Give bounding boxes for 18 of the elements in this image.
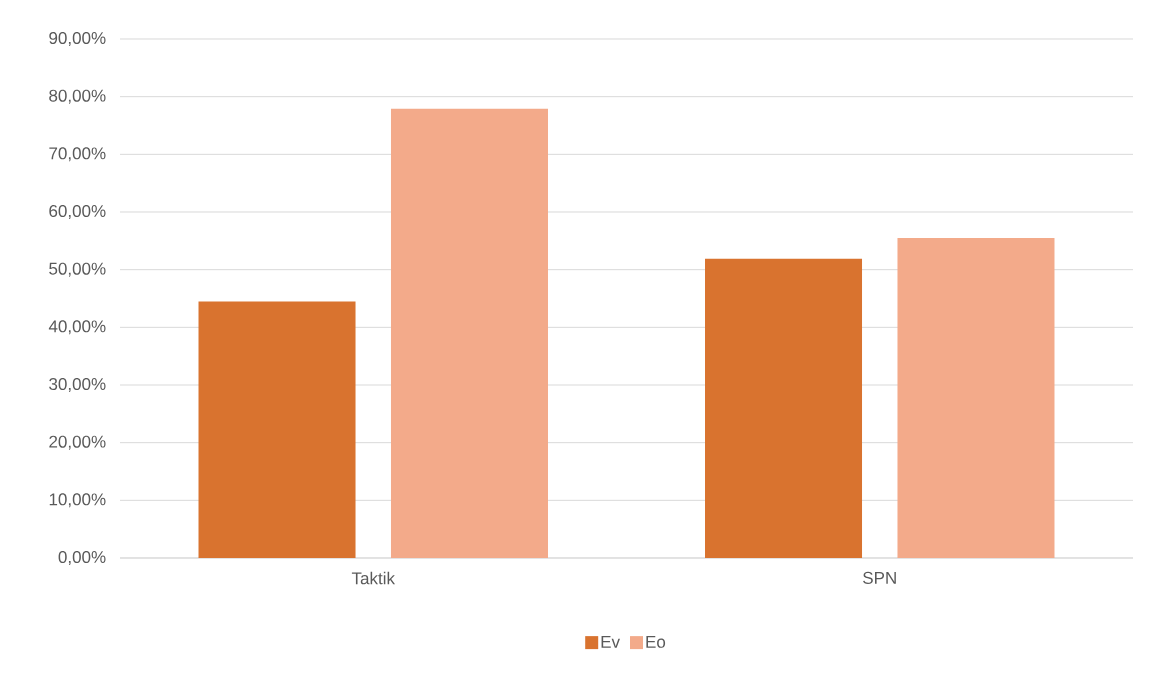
x-tick-label: SPN xyxy=(863,571,896,584)
y-tick-label: 20,00% xyxy=(49,435,106,450)
y-tick-label: 0,00% xyxy=(58,550,106,566)
x-tick-label: Taktik xyxy=(351,571,396,585)
y-tick-label: 50,00% xyxy=(49,262,106,277)
bar xyxy=(390,108,548,558)
legend-label: Ev xyxy=(601,635,620,648)
y-tick-label: 70,00% xyxy=(49,147,106,162)
y-tick-label: 40,00% xyxy=(48,320,106,335)
y-tick-label: 10,00% xyxy=(49,493,106,508)
y-tick-label: 80,00% xyxy=(49,89,106,104)
y-tick-label: 60,00% xyxy=(49,204,106,220)
y-tick-label: 90,00% xyxy=(49,31,106,47)
bar xyxy=(897,237,1055,558)
bar xyxy=(198,301,356,558)
legend-label: Eo xyxy=(646,635,666,648)
y-tick-label: 30,00% xyxy=(49,377,106,393)
bar xyxy=(705,258,863,558)
